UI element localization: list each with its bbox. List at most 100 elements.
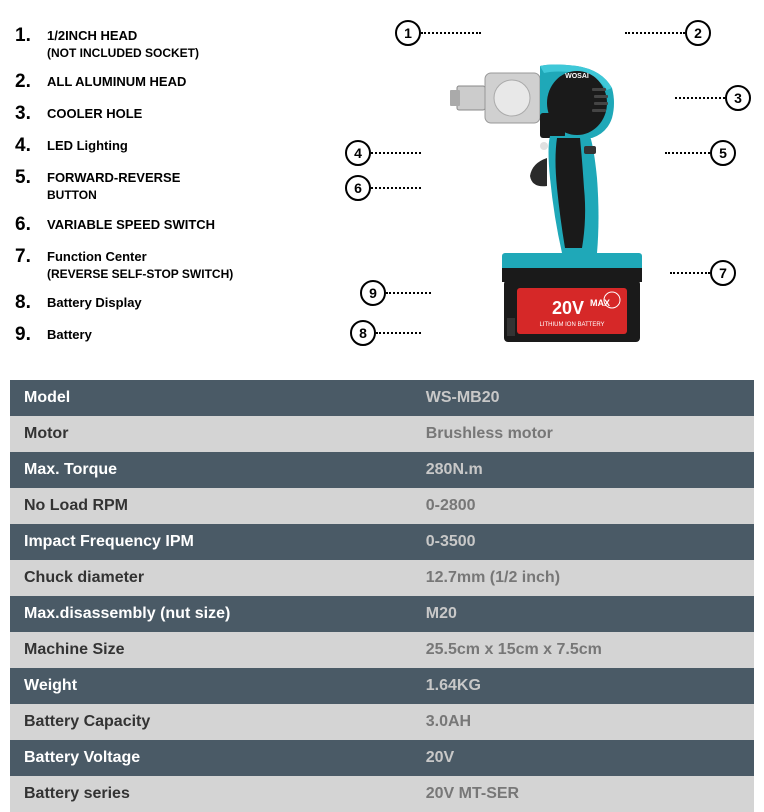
callout-line bbox=[376, 332, 421, 334]
spec-label: Weight bbox=[10, 668, 412, 704]
callout-line bbox=[670, 272, 710, 274]
feature-text: Function Center(REVERSE SELF-STOP SWITCH… bbox=[47, 246, 233, 282]
spec-value: WS-MB20 bbox=[412, 380, 754, 416]
feature-text: 1/2INCH HEAD(NOT INCLUDED SOCKET) bbox=[47, 25, 199, 61]
callout-number: 8 bbox=[350, 320, 376, 346]
feature-number: 1. bbox=[15, 25, 37, 47]
spec-row: No Load RPM0-2800 bbox=[10, 488, 754, 524]
spec-value: 0-2800 bbox=[412, 488, 754, 524]
spec-value: 280N.m bbox=[412, 452, 754, 488]
spec-row: Max.disassembly (nut size)M20 bbox=[10, 596, 754, 632]
spec-label: Max. Torque bbox=[10, 452, 412, 488]
spec-row: Battery Voltage20V bbox=[10, 740, 754, 776]
feature-number: 7. bbox=[15, 246, 37, 268]
callout-3: 3 bbox=[675, 85, 751, 111]
callout-4: 4 bbox=[345, 140, 421, 166]
spec-label: Model bbox=[10, 380, 412, 416]
spec-label: Motor bbox=[10, 416, 412, 452]
callout-number: 3 bbox=[725, 85, 751, 111]
spec-row: MotorBrushless motor bbox=[10, 416, 754, 452]
callout-number: 4 bbox=[345, 140, 371, 166]
spec-row: Battery series20V MT-SER bbox=[10, 776, 754, 812]
callout-line bbox=[421, 32, 481, 34]
spec-value: Brushless motor bbox=[412, 416, 754, 452]
feature-item: 2. ALL ALUMINUM HEAD bbox=[15, 71, 335, 93]
callout-number: 7 bbox=[710, 260, 736, 286]
callout-number: 6 bbox=[345, 175, 371, 201]
spec-value: 1.64KG bbox=[412, 668, 754, 704]
callout-number: 2 bbox=[685, 20, 711, 46]
spec-value: M20 bbox=[412, 596, 754, 632]
feature-subtext: (NOT INCLUDED SOCKET) bbox=[47, 46, 199, 62]
spec-row: Machine Size25.5cm x 15cm x 7.5cm bbox=[10, 632, 754, 668]
callout-8: 8 bbox=[350, 320, 421, 346]
feature-subtext: BUTTON bbox=[47, 188, 180, 204]
spec-label: Battery Voltage bbox=[10, 740, 412, 776]
spec-value: 3.0AH bbox=[412, 704, 754, 740]
spec-label: Machine Size bbox=[10, 632, 412, 668]
feature-item: 3. COOLER HOLE bbox=[15, 103, 335, 125]
callout-line bbox=[386, 292, 431, 294]
callout-1: 1 bbox=[395, 20, 481, 46]
feature-text: Battery Display bbox=[47, 292, 142, 312]
spec-row: Max. Torque280N.m bbox=[10, 452, 754, 488]
feature-text: COOLER HOLE bbox=[47, 103, 142, 123]
callout-2: 2 bbox=[625, 20, 711, 46]
svg-text:20V: 20V bbox=[552, 298, 584, 318]
feature-number: 8. bbox=[15, 292, 37, 314]
spec-row: ModelWS-MB20 bbox=[10, 380, 754, 416]
feature-number: 6. bbox=[15, 214, 37, 236]
spec-row: Chuck diameter12.7mm (1/2 inch) bbox=[10, 560, 754, 596]
feature-text: FORWARD-REVERSEBUTTON bbox=[47, 167, 180, 203]
feature-number: 5. bbox=[15, 167, 37, 189]
spec-table: ModelWS-MB20MotorBrushless motorMax. Tor… bbox=[10, 380, 754, 812]
feature-text: Battery bbox=[47, 324, 92, 344]
feature-text: VARIABLE SPEED SWITCH bbox=[47, 214, 215, 234]
feature-item: 5. FORWARD-REVERSEBUTTON bbox=[15, 167, 335, 203]
spec-row: Weight1.64KG bbox=[10, 668, 754, 704]
callout-number: 5 bbox=[710, 140, 736, 166]
product-diagram: WOSAI 20V MAX LITHIUM ION BATTERY 1 2 3 4 5 6… bbox=[335, 10, 749, 365]
callout-line bbox=[371, 187, 421, 189]
spec-label: Battery Capacity bbox=[10, 704, 412, 740]
feature-subtext: (REVERSE SELF-STOP SWITCH) bbox=[47, 267, 233, 283]
callout-line bbox=[371, 152, 421, 154]
spec-label: Battery series bbox=[10, 776, 412, 812]
callout-number: 9 bbox=[360, 280, 386, 306]
feature-number: 3. bbox=[15, 103, 37, 125]
spec-label: No Load RPM bbox=[10, 488, 412, 524]
feature-list: 1. 1/2INCH HEAD(NOT INCLUDED SOCKET) 2. ALL… bbox=[15, 10, 335, 365]
svg-text:LITHIUM ION BATTERY: LITHIUM ION BATTERY bbox=[539, 322, 604, 328]
spec-row: Battery Capacity3.0AH bbox=[10, 704, 754, 740]
spec-row: Impact Frequency IPM0-3500 bbox=[10, 524, 754, 560]
feature-number: 2. bbox=[15, 71, 37, 93]
callout-9: 9 bbox=[360, 280, 431, 306]
spec-label: Chuck diameter bbox=[10, 560, 412, 596]
callout-line bbox=[665, 152, 710, 154]
callout-5: 5 bbox=[665, 140, 736, 166]
feature-item: 6. VARIABLE SPEED SWITCH bbox=[15, 214, 335, 236]
feature-item: 4. LED Lighting bbox=[15, 135, 335, 157]
feature-text: ALL ALUMINUM HEAD bbox=[47, 71, 186, 91]
feature-item: 8. Battery Display bbox=[15, 292, 335, 314]
callout-number: 1 bbox=[395, 20, 421, 46]
impact-wrench-illustration: WOSAI 20V MAX LITHIUM ION BATTERY bbox=[432, 18, 652, 358]
feature-item: 7. Function Center(REVERSE SELF-STOP SWIT… bbox=[15, 246, 335, 282]
spec-value: 20V MT-SER bbox=[412, 776, 754, 812]
spec-label: Max.disassembly (nut size) bbox=[10, 596, 412, 632]
callout-7: 7 bbox=[670, 260, 736, 286]
feature-number: 9. bbox=[15, 324, 37, 346]
feature-item: 1. 1/2INCH HEAD(NOT INCLUDED SOCKET) bbox=[15, 25, 335, 61]
feature-text: LED Lighting bbox=[47, 135, 128, 155]
svg-text:WOSAI: WOSAI bbox=[565, 73, 589, 80]
spec-value: 25.5cm x 15cm x 7.5cm bbox=[412, 632, 754, 668]
feature-number: 4. bbox=[15, 135, 37, 157]
spec-value: 20V bbox=[412, 740, 754, 776]
feature-item: 9. Battery bbox=[15, 324, 335, 346]
callout-line bbox=[625, 32, 685, 34]
spec-value: 0-3500 bbox=[412, 524, 754, 560]
callout-6: 6 bbox=[345, 175, 421, 201]
callout-line bbox=[675, 97, 725, 99]
spec-label: Impact Frequency IPM bbox=[10, 524, 412, 560]
spec-value: 12.7mm (1/2 inch) bbox=[412, 560, 754, 596]
